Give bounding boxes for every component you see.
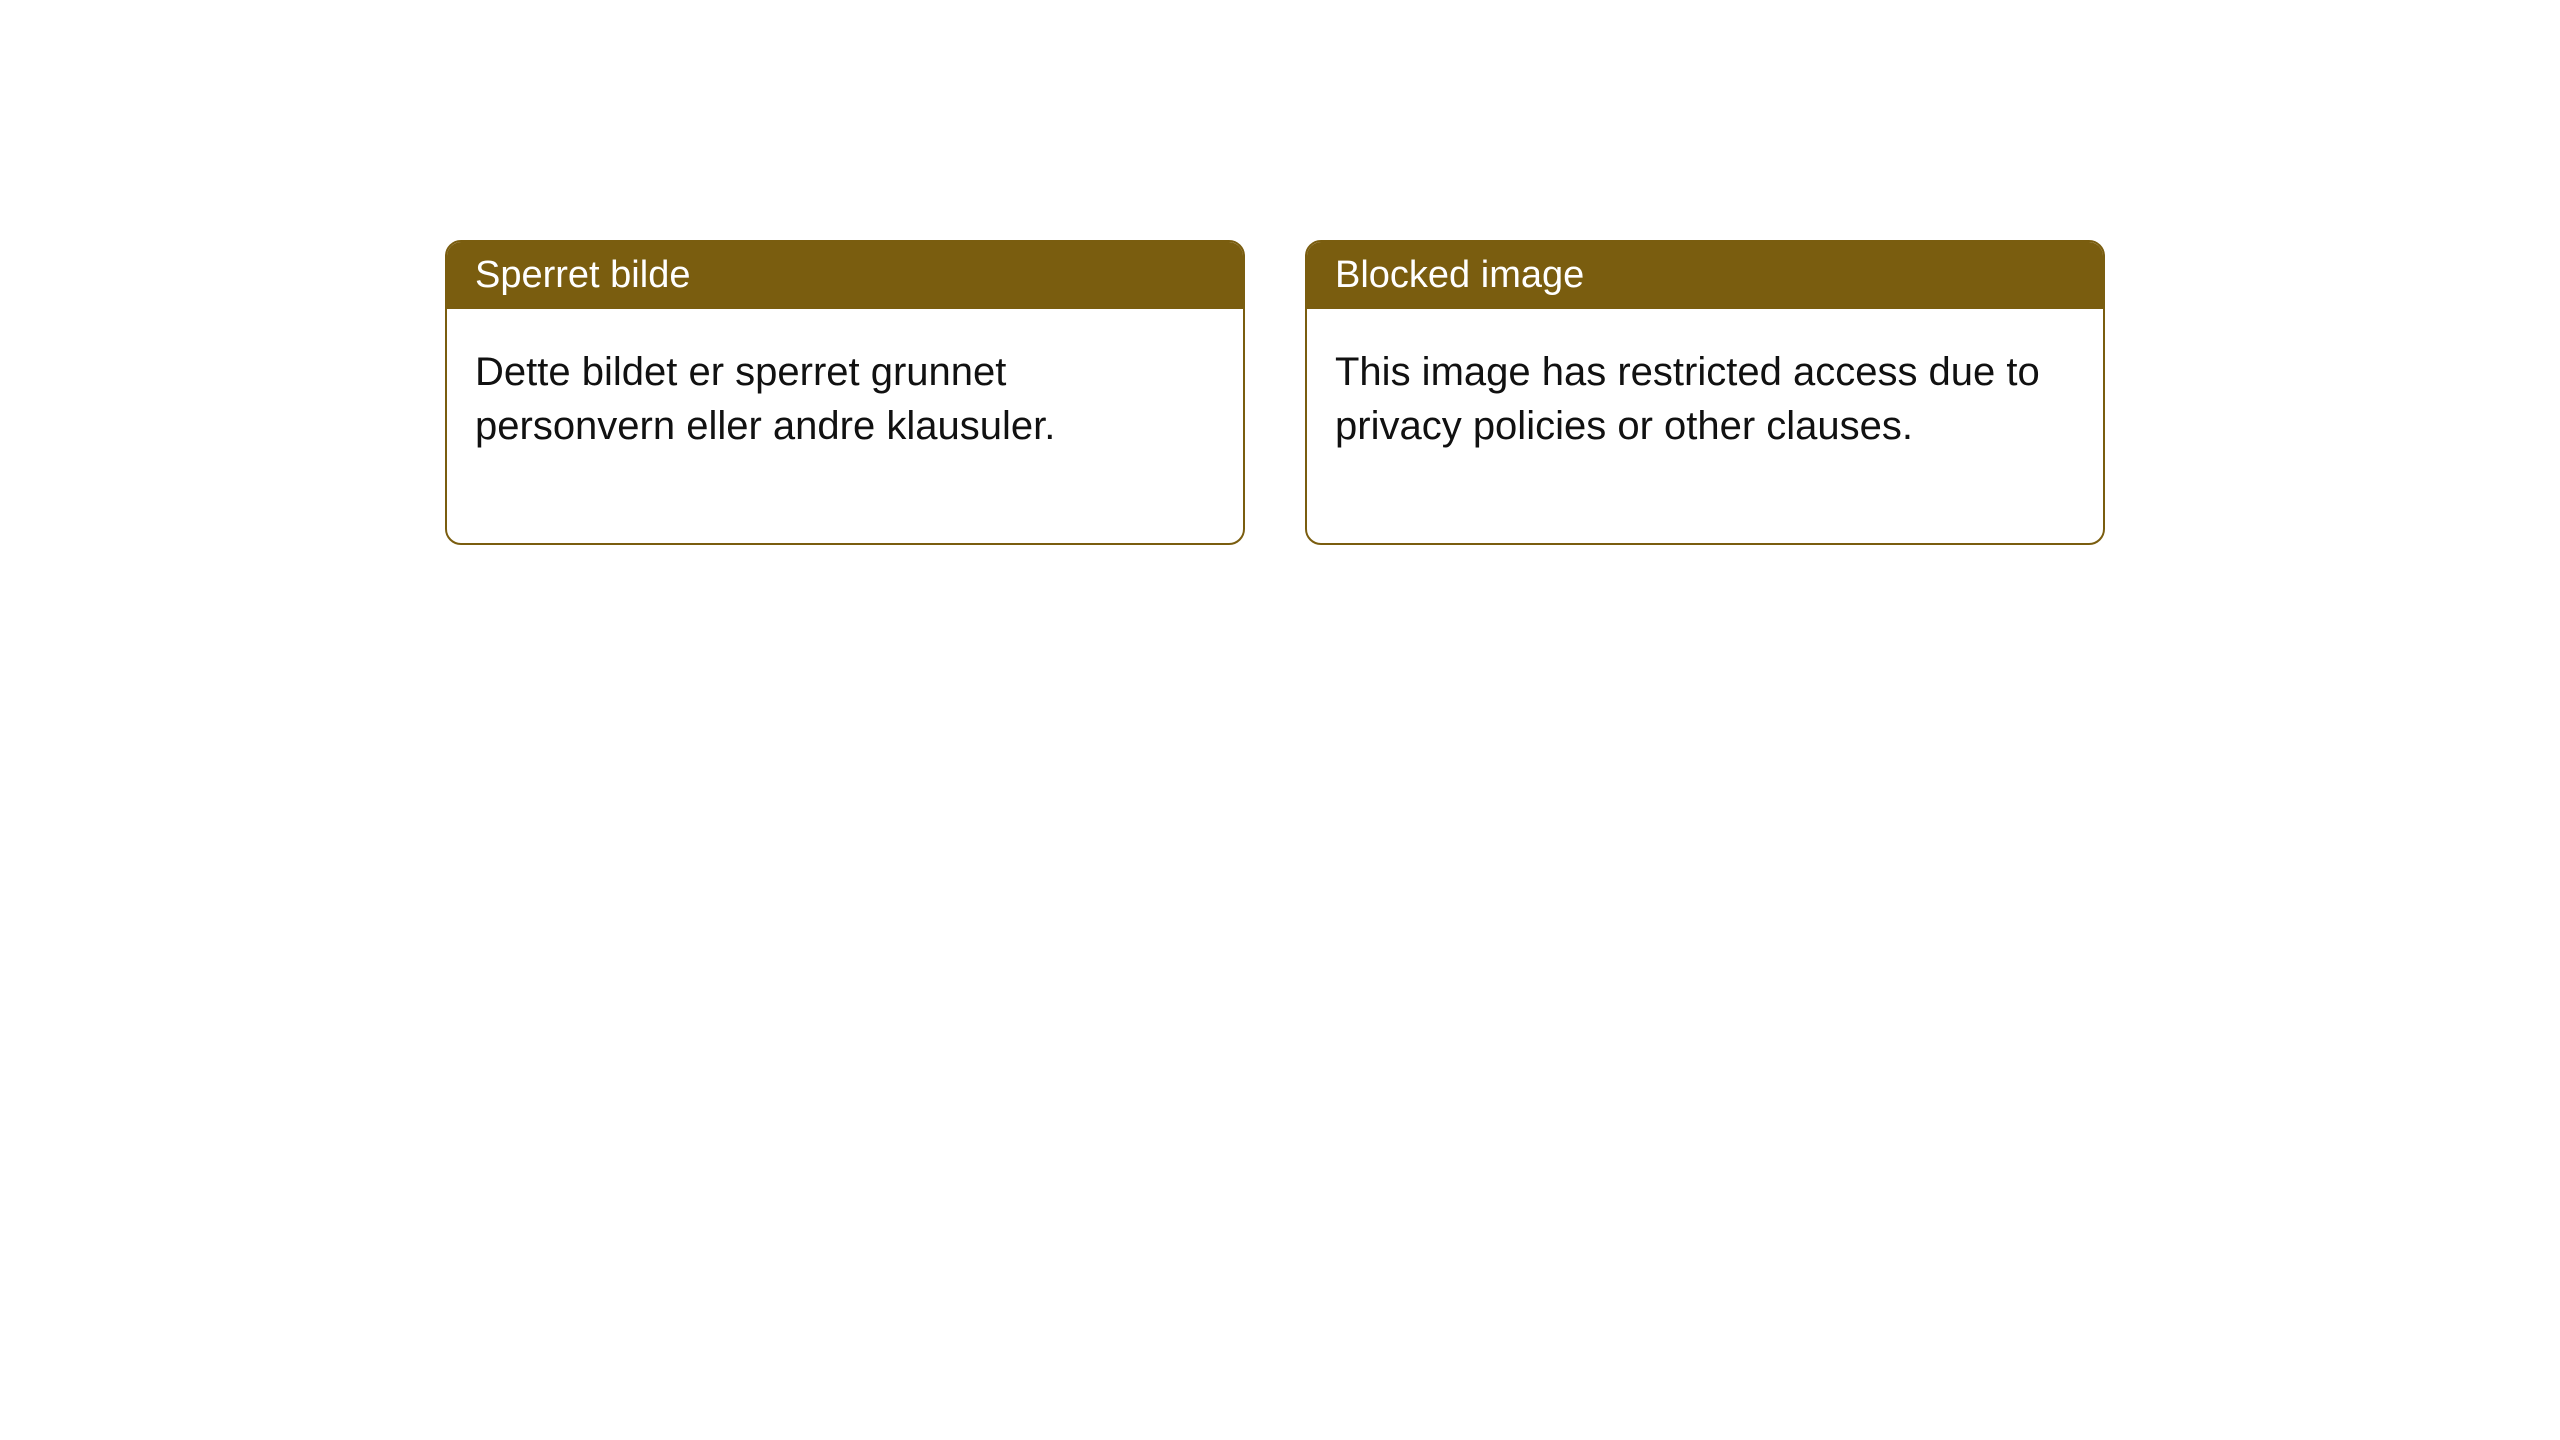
notice-container: Sperret bilde Dette bildet er sperret gr… [445, 240, 2105, 545]
notice-card-norwegian: Sperret bilde Dette bildet er sperret gr… [445, 240, 1245, 545]
notice-title: Sperret bilde [447, 242, 1243, 309]
notice-title: Blocked image [1307, 242, 2103, 309]
notice-card-english: Blocked image This image has restricted … [1305, 240, 2105, 545]
notice-body: This image has restricted access due to … [1307, 309, 2103, 543]
notice-body: Dette bildet er sperret grunnet personve… [447, 309, 1243, 543]
